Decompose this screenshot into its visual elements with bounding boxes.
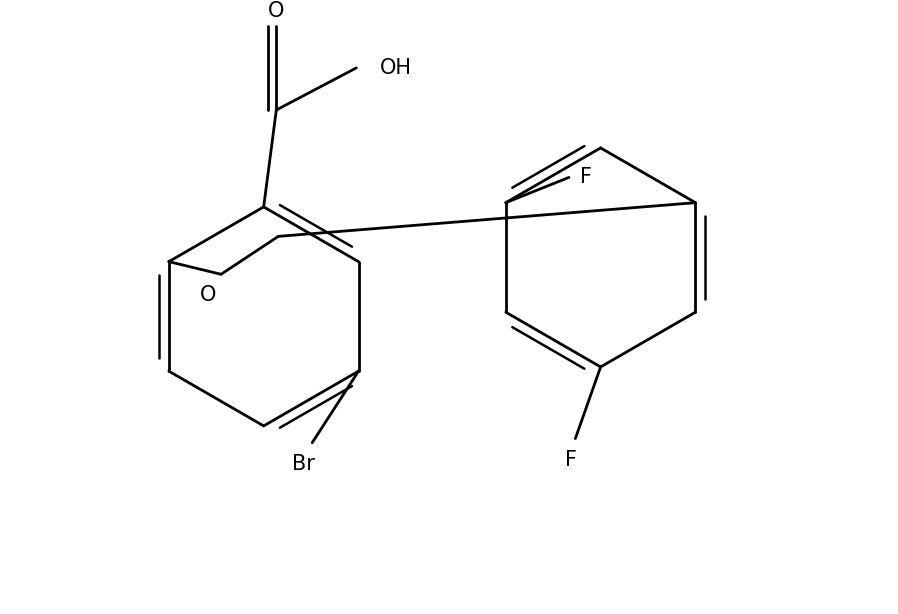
Text: OH: OH — [380, 58, 412, 78]
Text: Br: Br — [293, 454, 315, 474]
Text: F: F — [565, 449, 577, 470]
Text: O: O — [200, 286, 216, 305]
Text: F: F — [580, 168, 592, 187]
Text: O: O — [269, 1, 285, 21]
